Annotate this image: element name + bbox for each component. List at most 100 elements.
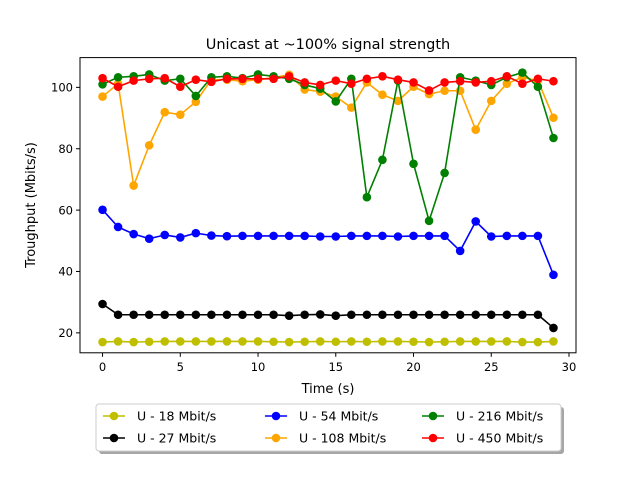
y-tick-label: 40	[58, 265, 73, 279]
data-point	[347, 231, 356, 241]
data-point	[269, 310, 278, 320]
data-point	[331, 76, 341, 85]
data-point	[222, 310, 232, 320]
data-point	[471, 337, 481, 346]
legend-label: U - 216 Mbit/s	[456, 409, 543, 424]
data-point	[315, 310, 325, 319]
data-point	[191, 228, 201, 238]
data-point	[269, 231, 278, 241]
x-axis-label: Time (s)	[301, 382, 355, 397]
data-point	[113, 310, 123, 320]
data-point	[518, 337, 527, 347]
data-point	[253, 74, 263, 84]
data-point	[549, 323, 558, 333]
data-point	[113, 82, 123, 92]
data-point	[175, 337, 185, 346]
data-point	[455, 337, 465, 346]
data-point	[175, 310, 185, 320]
data-point	[300, 310, 309, 320]
data-point	[331, 97, 341, 106]
data-point	[175, 74, 185, 84]
data-point	[191, 310, 201, 320]
data-point	[253, 231, 263, 241]
data-point	[347, 337, 356, 346]
data-point	[378, 310, 387, 320]
x-tick-label: 10	[251, 360, 266, 374]
legend-marker	[428, 433, 438, 443]
data-point	[144, 74, 154, 84]
data-point	[393, 75, 403, 84]
data-point	[362, 337, 372, 347]
series-2	[98, 205, 558, 280]
data-point	[284, 231, 294, 241]
data-point	[238, 74, 247, 84]
data-point	[175, 82, 185, 92]
y-tick-label: 100	[51, 81, 73, 95]
data-point	[284, 72, 294, 81]
data-point	[518, 231, 527, 241]
series-line	[102, 303, 554, 329]
data-point	[144, 337, 154, 347]
x-tick-label: 25	[484, 360, 499, 374]
data-point	[393, 337, 403, 346]
legend-marker	[109, 433, 119, 443]
data-point	[144, 310, 154, 320]
data-point	[471, 125, 481, 135]
data-point	[409, 337, 418, 347]
data-point	[269, 337, 278, 347]
data-point	[486, 76, 496, 86]
data-point	[486, 310, 496, 320]
series-4	[98, 68, 558, 226]
data-point	[486, 96, 496, 106]
series-line	[102, 340, 554, 343]
legend-item: U - 450 Mbit/s	[422, 431, 543, 446]
data-point	[486, 337, 496, 346]
data-point	[440, 86, 449, 96]
data-point	[533, 82, 543, 92]
data-point	[98, 299, 107, 309]
data-point	[393, 96, 403, 106]
y-tick-label: 80	[58, 142, 73, 156]
data-point	[300, 231, 309, 241]
y-tick-label: 20	[58, 326, 73, 340]
x-tick-label: 5	[177, 360, 184, 374]
x-tick-label: 0	[99, 360, 106, 374]
legend-label: U - 54 Mbit/s	[299, 409, 378, 424]
data-point	[191, 337, 201, 346]
data-point	[471, 217, 481, 226]
series-line	[101, 209, 555, 276]
data-point	[113, 72, 123, 82]
data-point	[238, 337, 247, 346]
data-point	[144, 234, 154, 243]
data-point	[284, 311, 294, 320]
data-point	[549, 113, 558, 123]
legend-marker	[109, 411, 119, 421]
data-point	[502, 231, 512, 241]
data-point	[144, 141, 154, 150]
data-point	[129, 310, 138, 320]
data-point	[549, 76, 558, 86]
data-point	[502, 72, 512, 81]
data-point	[378, 231, 387, 241]
y-tick-label: 60	[58, 203, 73, 217]
data-point	[502, 310, 512, 320]
legend-label: U - 18 Mbit/s	[137, 409, 216, 424]
data-point	[378, 337, 387, 346]
data-point	[502, 337, 512, 346]
series-5	[98, 72, 558, 95]
legend-item: U - 18 Mbit/s	[103, 409, 216, 424]
legend-box	[95, 403, 562, 452]
data-point	[160, 337, 170, 346]
data-point	[129, 229, 138, 239]
data-point	[424, 216, 434, 226]
x-tick-label: 15	[328, 360, 343, 374]
data-point	[378, 90, 387, 100]
legend-marker	[271, 433, 281, 443]
data-point	[98, 73, 107, 83]
data-point	[238, 310, 247, 320]
data-point	[315, 232, 325, 241]
data-point	[424, 86, 434, 95]
data-point	[378, 72, 387, 81]
data-point	[300, 78, 309, 87]
data-point	[129, 337, 138, 347]
